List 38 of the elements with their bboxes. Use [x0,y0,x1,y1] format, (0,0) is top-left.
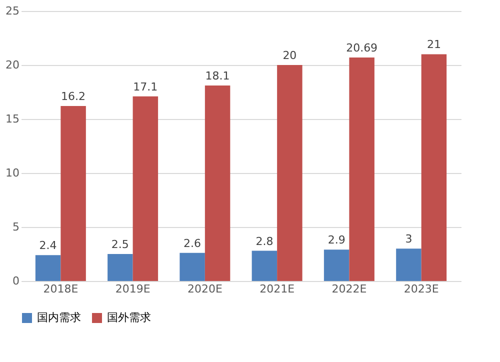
data-label: 20.69 [346,42,378,55]
bar [349,58,374,281]
y-tick-label: 10 [6,166,20,180]
bar [421,54,447,281]
y-tick-label: 15 [6,112,20,126]
y-tick-label: 0 [12,274,20,288]
data-label: 18.1 [205,70,230,83]
data-label: 2.8 [256,234,274,248]
data-label: 2.4 [39,239,57,252]
data-label: 2.5 [111,238,129,251]
data-label: 2.9 [328,234,346,247]
data-label: 21 [426,38,441,52]
bar [277,65,302,281]
bar [324,250,350,281]
data-label: 2.6 [184,236,202,250]
legend-label: 国内需求 [37,311,81,324]
y-tick-label: 25 [6,4,20,18]
bar [396,248,422,281]
x-tick-label: 2019E [115,282,150,296]
x-tick-label: 2020E [187,282,222,296]
bar [204,86,230,281]
data-label: 17.1 [133,80,158,94]
bar [252,250,278,281]
data-label: 16.2 [61,90,86,104]
bar [180,252,205,281]
bar [132,96,158,281]
legend-label: 国外需求 [107,311,151,324]
data-label: 20 [282,49,297,62]
y-tick-label: 5 [12,220,20,234]
y-tick-label: 20 [6,58,20,72]
x-tick-label: 2018E [43,282,78,296]
x-tick-label: 2021E [260,282,295,296]
bar [108,254,133,281]
x-tick-label: 2022E [332,282,367,296]
x-tick-label: 2023E [404,282,439,296]
data-label: 3 [405,232,412,246]
bar [60,106,86,281]
bar [35,255,61,281]
